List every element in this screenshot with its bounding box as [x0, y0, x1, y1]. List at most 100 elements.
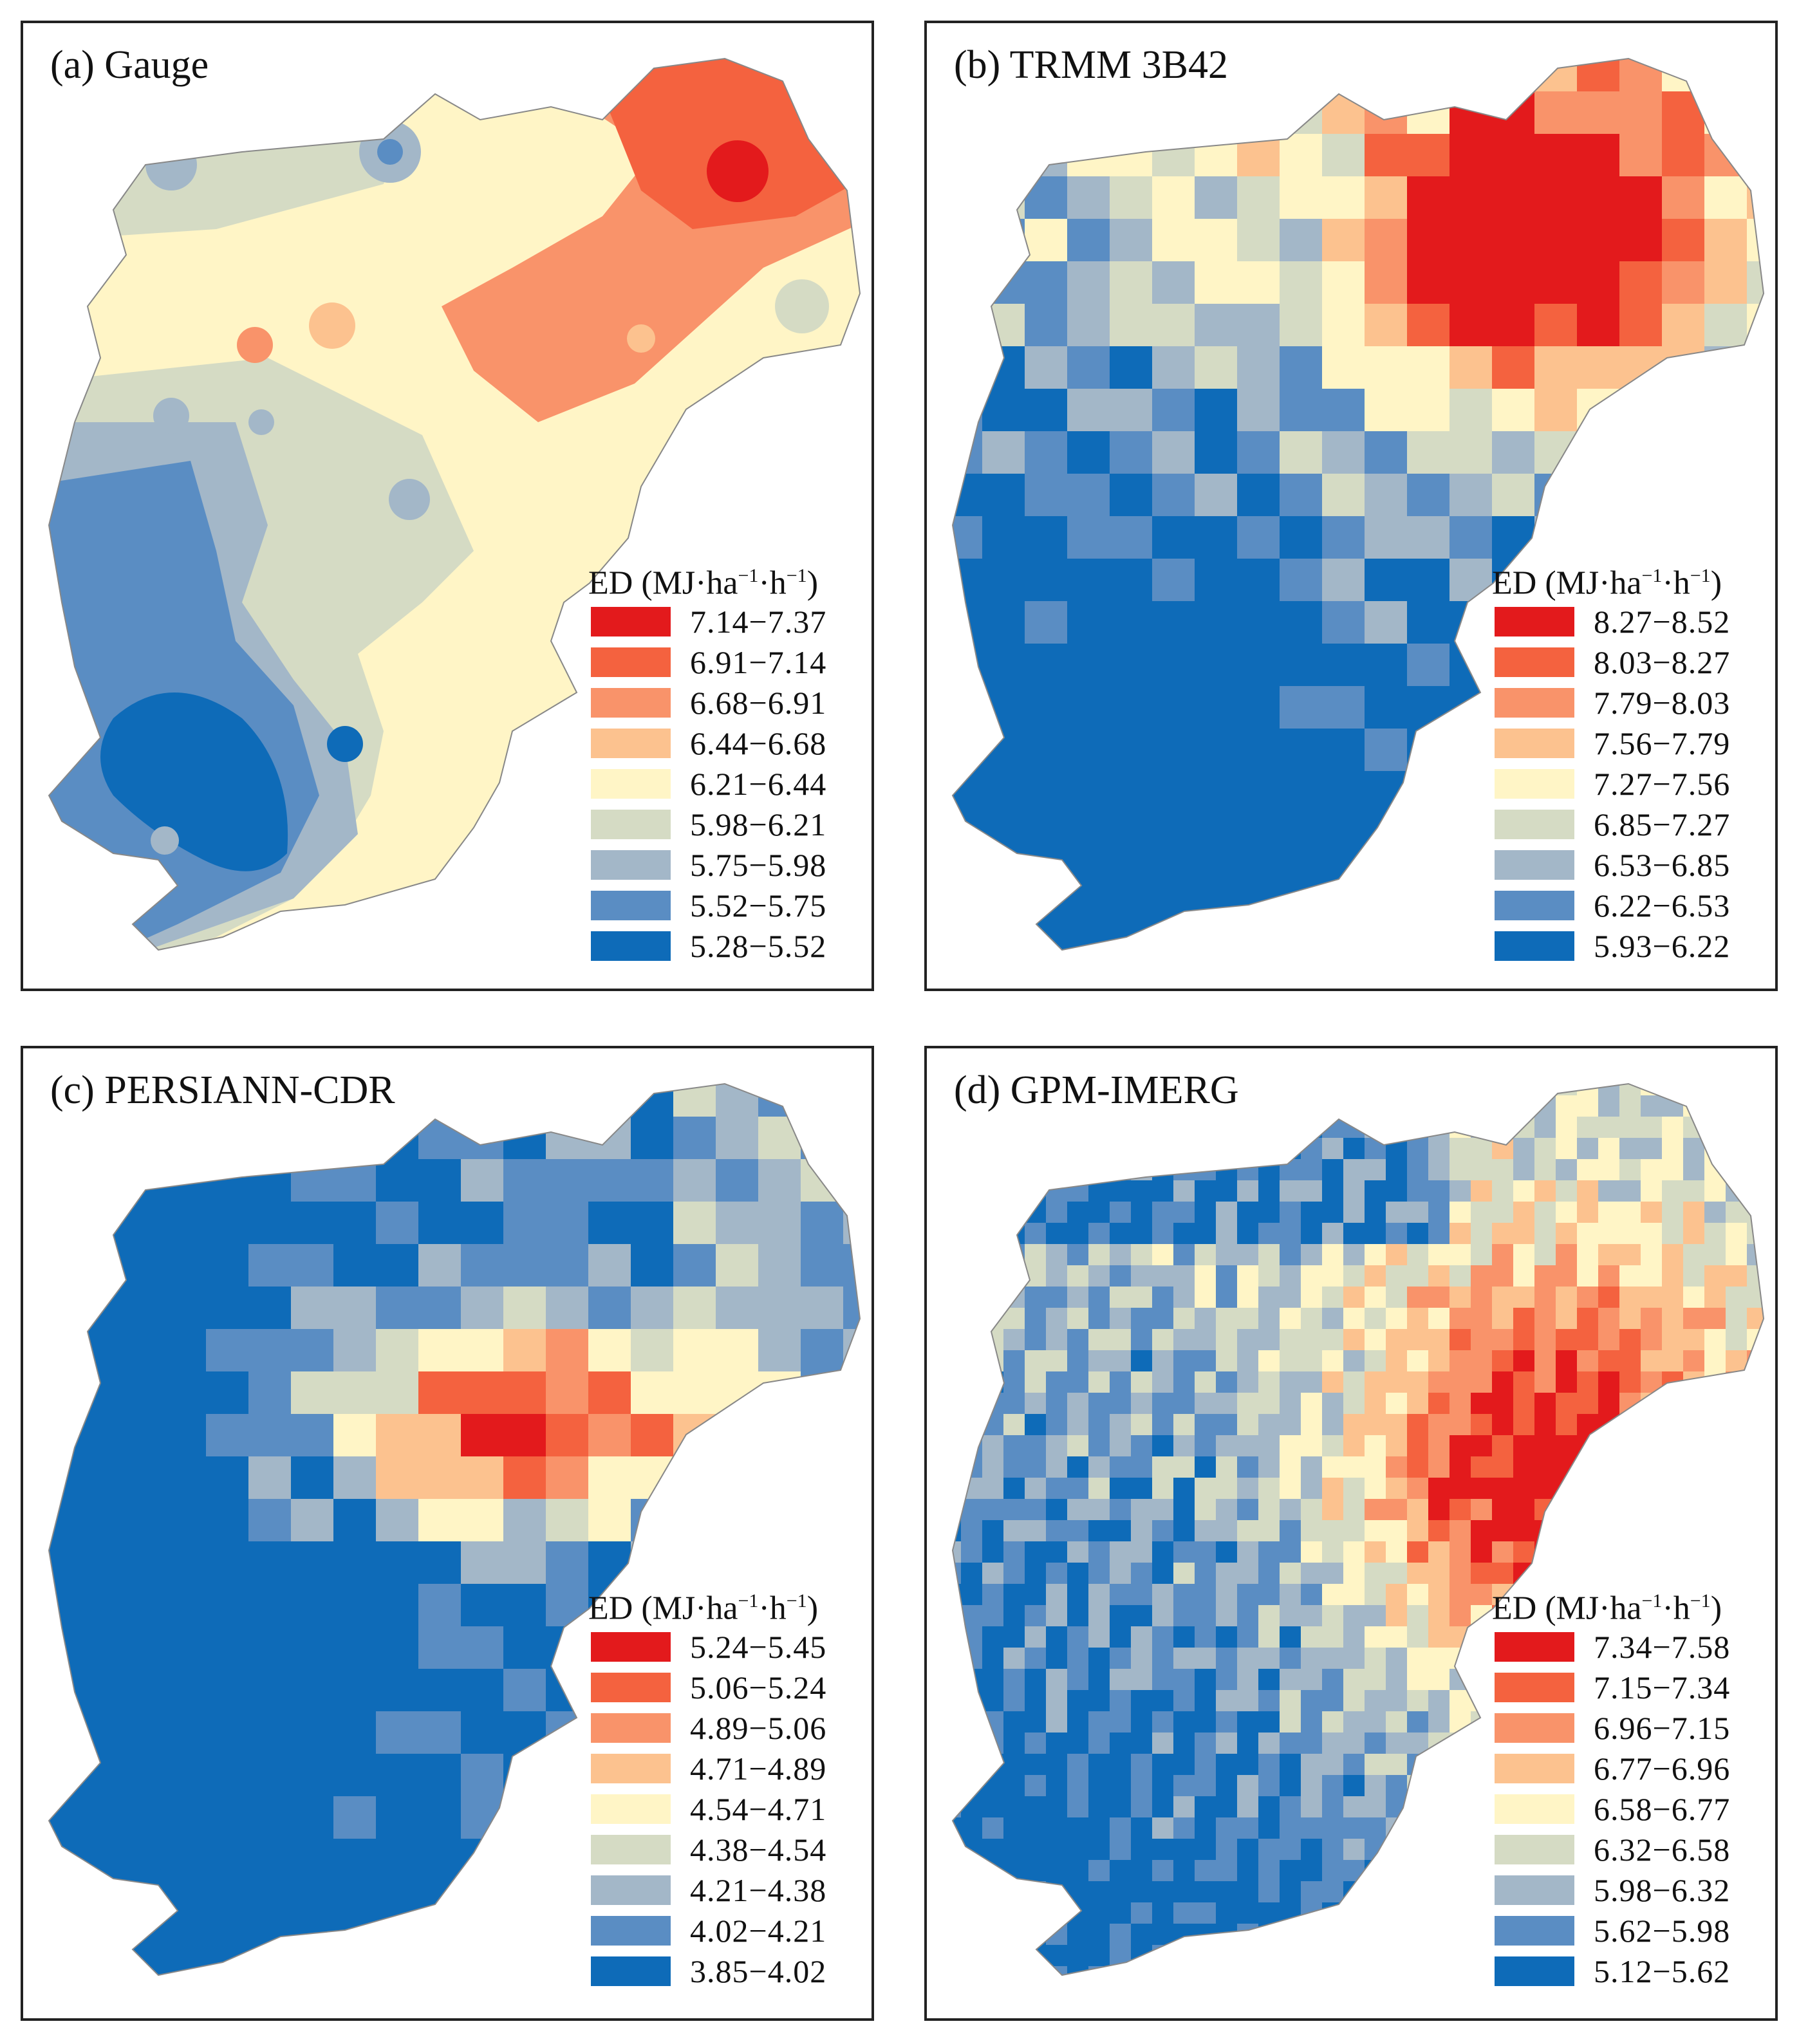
legend-item: 7.15−7.34 [1492, 1667, 1769, 1707]
grid-cell [49, 1499, 79, 1542]
grid-cell [1407, 1202, 1429, 1223]
grid-cell [1088, 1563, 1110, 1584]
grid-cell [1195, 1584, 1216, 1606]
grid-cell [1003, 1754, 1025, 1776]
grid-cell [206, 1456, 249, 1500]
grid-cell [1768, 1244, 1778, 1266]
grid-cell [1195, 1456, 1216, 1478]
grid-cell [1046, 1520, 1068, 1542]
grid-cell [461, 1584, 504, 1627]
grid-cell [1131, 1138, 1153, 1160]
grid-cell [333, 1796, 377, 1839]
grid-cell [1365, 1605, 1386, 1627]
grid-cell [1322, 389, 1365, 432]
grid-cell [1110, 1329, 1132, 1351]
grid-cell [1534, 1223, 1556, 1245]
grid-cell [1619, 389, 1663, 432]
grid-cell [961, 1159, 983, 1181]
legend-title-part: −1 [786, 565, 807, 586]
grid-cell [961, 1329, 983, 1351]
legend-title-part: −1 [1690, 1590, 1711, 1612]
grid-cell [588, 1244, 631, 1287]
grid-cell [673, 1287, 716, 1330]
grid-cell [1577, 1478, 1599, 1500]
grid-cell [1237, 474, 1280, 517]
grid-cell [1322, 1690, 1344, 1712]
grid-cell [1449, 813, 1493, 857]
grid-cell [1386, 1690, 1408, 1712]
grid-cell [1534, 346, 1578, 389]
grid-cell [1407, 1138, 1429, 1160]
grid-cell [1662, 1180, 1684, 1202]
grid-cell [1173, 1456, 1195, 1478]
grid-cell [1619, 1350, 1641, 1372]
grid-cell [1046, 1329, 1068, 1351]
grid-cell [1152, 729, 1195, 772]
grid-cell [1428, 1202, 1450, 1223]
grid-cell [1131, 1350, 1153, 1372]
grid-cell [1407, 1669, 1429, 1691]
grid-cell [1365, 219, 1408, 262]
grid-cell [1301, 1456, 1323, 1478]
grid-cell [1343, 1244, 1365, 1266]
grid-cell [1237, 686, 1280, 729]
grid-cell [1704, 1435, 1726, 1457]
grid-cell [961, 1520, 983, 1542]
grid-cell [1280, 474, 1323, 517]
grid-cell [1131, 1733, 1153, 1754]
grid-cell [673, 1414, 716, 1457]
grid-cell [1704, 346, 1748, 389]
grid-cell [961, 1711, 983, 1733]
grid-cell [546, 1117, 589, 1160]
grid-cell [1386, 1669, 1408, 1691]
legend-swatch [591, 1631, 671, 1662]
grid-cell [1407, 1520, 1429, 1542]
grid-cell [1577, 1159, 1599, 1181]
legend-swatch [591, 1672, 671, 1702]
grid-cell [1449, 346, 1493, 389]
grid-cell [1641, 1456, 1663, 1478]
grid-cell [291, 1117, 334, 1160]
grid-cell [982, 1839, 1004, 1861]
legend-title-part: ·h [1662, 1590, 1690, 1627]
grid-cell [1046, 1817, 1068, 1839]
legend-range: 7.79−8.03 [1594, 684, 1731, 721]
grid-cell [1237, 771, 1280, 814]
grid-cell [79, 1796, 122, 1839]
grid-cell [1237, 1329, 1259, 1351]
grid-cell [1449, 134, 1493, 177]
grid-cell [1365, 1371, 1386, 1393]
grid-cell [1280, 1839, 1301, 1861]
grid-cell [163, 1287, 207, 1330]
grid-cell [1768, 1648, 1778, 1669]
grid-cell [1577, 1138, 1599, 1160]
grid-cell [1216, 1690, 1238, 1712]
grid-cell [1704, 1180, 1726, 1202]
legend-range: 6.32−6.58 [1594, 1831, 1731, 1868]
grid-cell [1598, 1117, 1620, 1138]
legend-range: 6.85−7.27 [1594, 806, 1731, 842]
grid-cell [1471, 1881, 1493, 1903]
grid-cell [1301, 1414, 1323, 1436]
grid-cell [1492, 1329, 1514, 1351]
grid-cell [49, 1966, 79, 1975]
grid-cell [1301, 1881, 1323, 1903]
grid-cell [1619, 1223, 1641, 1245]
grid-cell [1365, 1520, 1386, 1542]
grid-cell [1407, 729, 1450, 772]
grid-cell [1407, 1180, 1429, 1202]
grid-cell [1280, 1117, 1301, 1138]
map-panel-persiann: (c) PERSIANN-CDR ED (MJ·ha−1·h−1) 5.24−5.… [21, 1046, 874, 2021]
grid-cell [1216, 1796, 1238, 1818]
grid-cell [1449, 644, 1493, 687]
grid-cell [1237, 1371, 1259, 1393]
grid-cell [1258, 1584, 1280, 1606]
grid-cell [1322, 1817, 1344, 1839]
grid-cell [1577, 261, 1620, 304]
grid-cell [1216, 1648, 1238, 1669]
grid-cell [982, 1584, 1004, 1606]
grid-cell [1322, 219, 1365, 262]
grid-cell [1280, 1393, 1301, 1415]
grid-cell [1301, 1839, 1323, 1861]
grid-cell [1704, 1138, 1726, 1160]
